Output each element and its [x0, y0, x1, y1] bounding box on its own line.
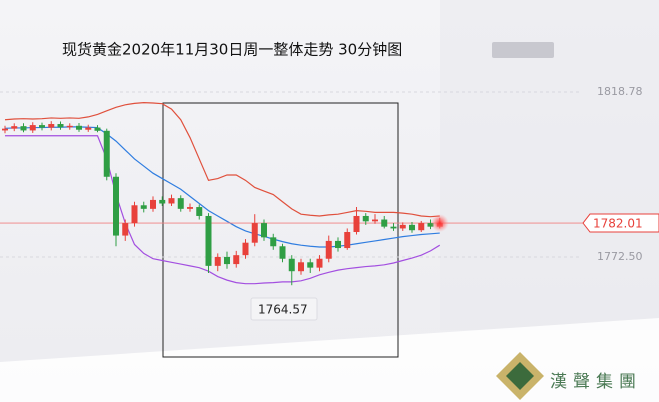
candle-body [353, 215, 360, 233]
low-label-box [250, 297, 318, 321]
indicator-line [4, 102, 440, 218]
blurred-text [492, 42, 554, 58]
candle-body [316, 258, 323, 268]
candle-body [270, 237, 277, 247]
candle-body [140, 205, 147, 209]
candle-body [94, 127, 101, 131]
candle-body [168, 198, 175, 204]
candle-body [224, 256, 230, 265]
candle-body [372, 219, 378, 222]
logo-inner [506, 362, 534, 390]
candle-body [29, 125, 36, 131]
candle-body [103, 130, 110, 177]
watermark: 漢聲集團 [550, 372, 642, 392]
candle-body [122, 223, 129, 236]
candle-body [335, 240, 341, 249]
plot: 1818.78 1772.50 1782.01 1764.57 [0, 85, 659, 321]
candle-body [48, 124, 55, 128]
price-tag [582, 213, 659, 233]
logo [496, 352, 544, 400]
candle-body [20, 126, 27, 131]
candle-body [242, 242, 249, 256]
candle-body [390, 226, 397, 229]
background-band [0, 318, 659, 402]
candle-body [2, 128, 8, 131]
price-tag-label: 1782.01 [593, 217, 643, 231]
chart-title: 现货黄金2020年11月30日周一整体走势 30分钟图 [62, 41, 402, 59]
candle-body [57, 124, 64, 128]
candle-body [187, 207, 193, 209]
candle-body [159, 199, 166, 204]
candle-body [66, 125, 73, 128]
candle-body [177, 198, 184, 209]
candle-body [196, 207, 203, 216]
candle-body [251, 223, 258, 243]
highlight-box [162, 102, 399, 358]
candle-body [418, 223, 425, 231]
candle-body [39, 125, 45, 128]
candle-body [113, 176, 119, 236]
candle-body [344, 232, 351, 249]
candle-body [205, 215, 212, 266]
y-tick-label: 1772.50 [597, 250, 643, 263]
candle-body [279, 246, 286, 259]
candle-body [399, 224, 406, 229]
candle-body [409, 224, 415, 231]
candle-body [427, 223, 434, 227]
candle-body [150, 199, 156, 209]
price-glow [430, 214, 449, 233]
candle-body [85, 127, 92, 130]
candle-body [233, 255, 240, 265]
candle-body [325, 240, 332, 259]
candle-body [298, 262, 304, 272]
y-tick-label: 1818.78 [597, 85, 643, 98]
low-label: 1764.57 [258, 303, 308, 317]
candle-body [214, 256, 221, 266]
candle-body [307, 262, 314, 268]
candle-body [381, 219, 388, 227]
candle-body [11, 126, 18, 129]
candle-body [261, 223, 267, 238]
indicator-line [5, 135, 441, 285]
candle-body [131, 205, 138, 224]
candle-body [76, 125, 82, 130]
candle-body [362, 215, 369, 222]
candle-body [288, 258, 295, 272]
